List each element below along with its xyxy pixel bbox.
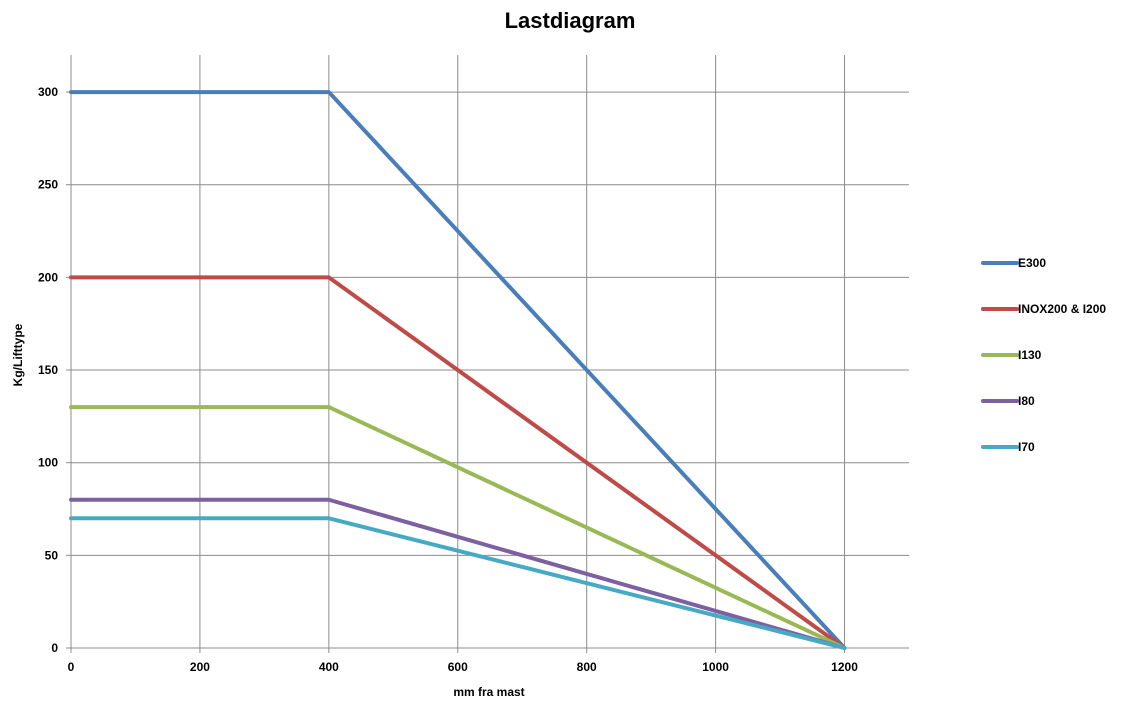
legend-label: I80 xyxy=(1018,394,1035,408)
series-line-inox200-i200 xyxy=(69,275,847,650)
x-tick-label: 600 xyxy=(448,660,468,674)
tick-labels: 0 200 400 600 800 1000 1200 0 50 100 150 200 250 300 xyxy=(38,85,858,674)
series-line-i70 xyxy=(69,516,847,650)
x-tick-label: 0 xyxy=(68,660,75,674)
y-tick-label: 250 xyxy=(38,178,58,192)
series-line-i80 xyxy=(69,497,847,650)
y-tick-label: 0 xyxy=(51,641,58,655)
legend-label: I130 xyxy=(1018,348,1042,362)
y-tick-label: 200 xyxy=(38,270,58,284)
x-tick-label: 200 xyxy=(190,660,210,674)
y-tick-label: 50 xyxy=(45,548,59,562)
axes xyxy=(66,55,909,653)
series-line-i130 xyxy=(69,405,847,650)
series-lines xyxy=(69,90,847,650)
y-tick-label: 100 xyxy=(38,456,58,470)
series-line-e300 xyxy=(69,90,847,650)
y-axis-label: Kg/Lifttype xyxy=(11,323,25,386)
y-tick-label: 150 xyxy=(38,363,58,377)
legend-label: I70 xyxy=(1018,440,1035,454)
x-tick-label: 800 xyxy=(577,660,597,674)
x-tick-label: 400 xyxy=(319,660,339,674)
legend-label: INOX200 & I200 xyxy=(1018,302,1106,316)
x-tick-label: 1200 xyxy=(831,660,858,674)
x-tick-label: 1000 xyxy=(702,660,729,674)
legend-label: E300 xyxy=(1018,256,1046,270)
x-axis-label: mm fra mast xyxy=(453,685,524,699)
legend: E300 INOX200 & I200 I130 I80 I70 xyxy=(981,256,1106,454)
y-tick-label: 300 xyxy=(38,85,58,99)
chart-title: Lastdiagram xyxy=(505,8,636,33)
